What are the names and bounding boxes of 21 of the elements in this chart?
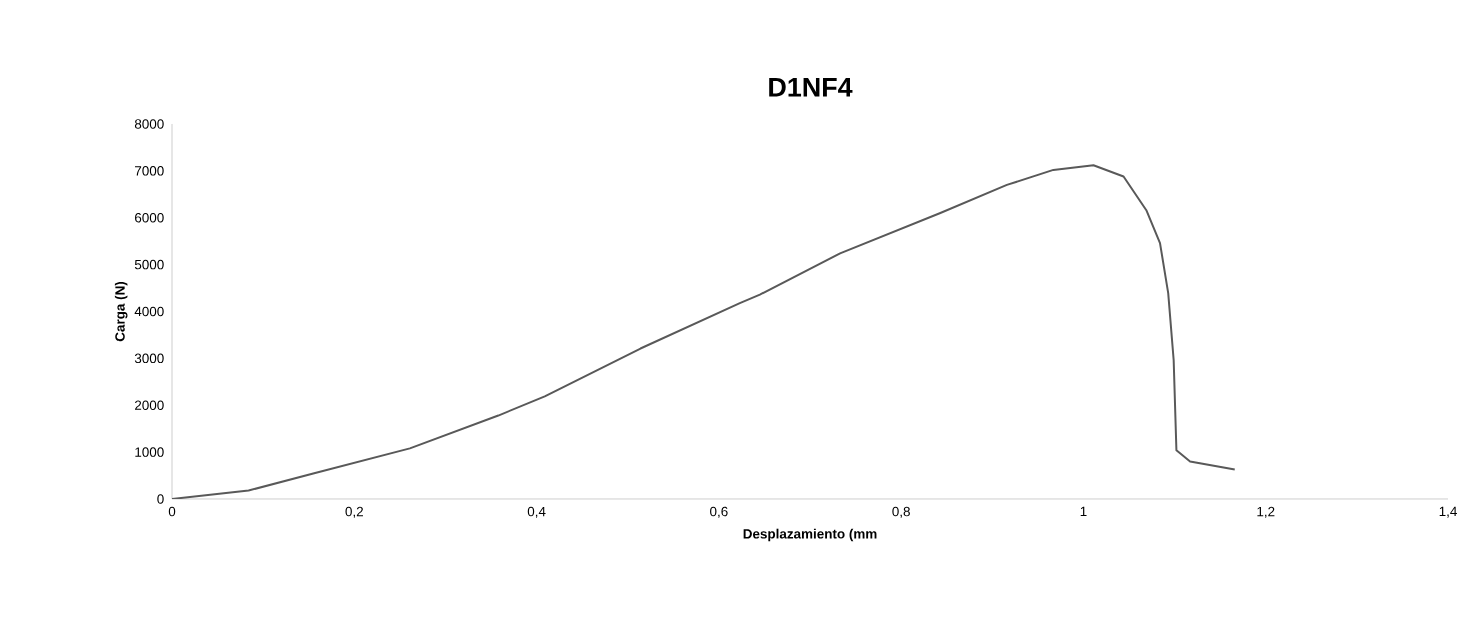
y-tick-label: 7000 <box>135 166 164 176</box>
y-tick-label: 4000 <box>134 306 164 317</box>
x-tick-label: 0,6 <box>710 506 728 518</box>
x-axis-title: Desplazamiento (mm <box>743 528 877 542</box>
x-tick-label: 1 <box>1080 506 1087 517</box>
y-tick-label: 5000 <box>134 259 164 270</box>
line-series <box>172 164 1236 499</box>
chart-title: D1NF4 <box>769 77 853 97</box>
x-tick-label: 0 <box>168 506 176 517</box>
x-tick-label: 0,2 <box>345 506 363 518</box>
x-tick-label: 1,2 <box>1257 506 1275 518</box>
y-tick-label: 3000 <box>134 353 164 364</box>
y-tick-label: 6000 <box>135 212 164 223</box>
y-tick-label: 0 <box>157 494 164 504</box>
y-axis-title: Carga (N) <box>114 281 128 342</box>
x-tick-label: 0,4 <box>527 506 546 518</box>
y-tick-label: 1000 <box>135 447 164 457</box>
y-tick-label: 8000 <box>134 119 164 129</box>
x-tick-label: 1,4 <box>1439 506 1457 518</box>
y-tick-label: 2000 <box>135 400 164 410</box>
x-tick-label: 0,8 <box>892 506 910 518</box>
